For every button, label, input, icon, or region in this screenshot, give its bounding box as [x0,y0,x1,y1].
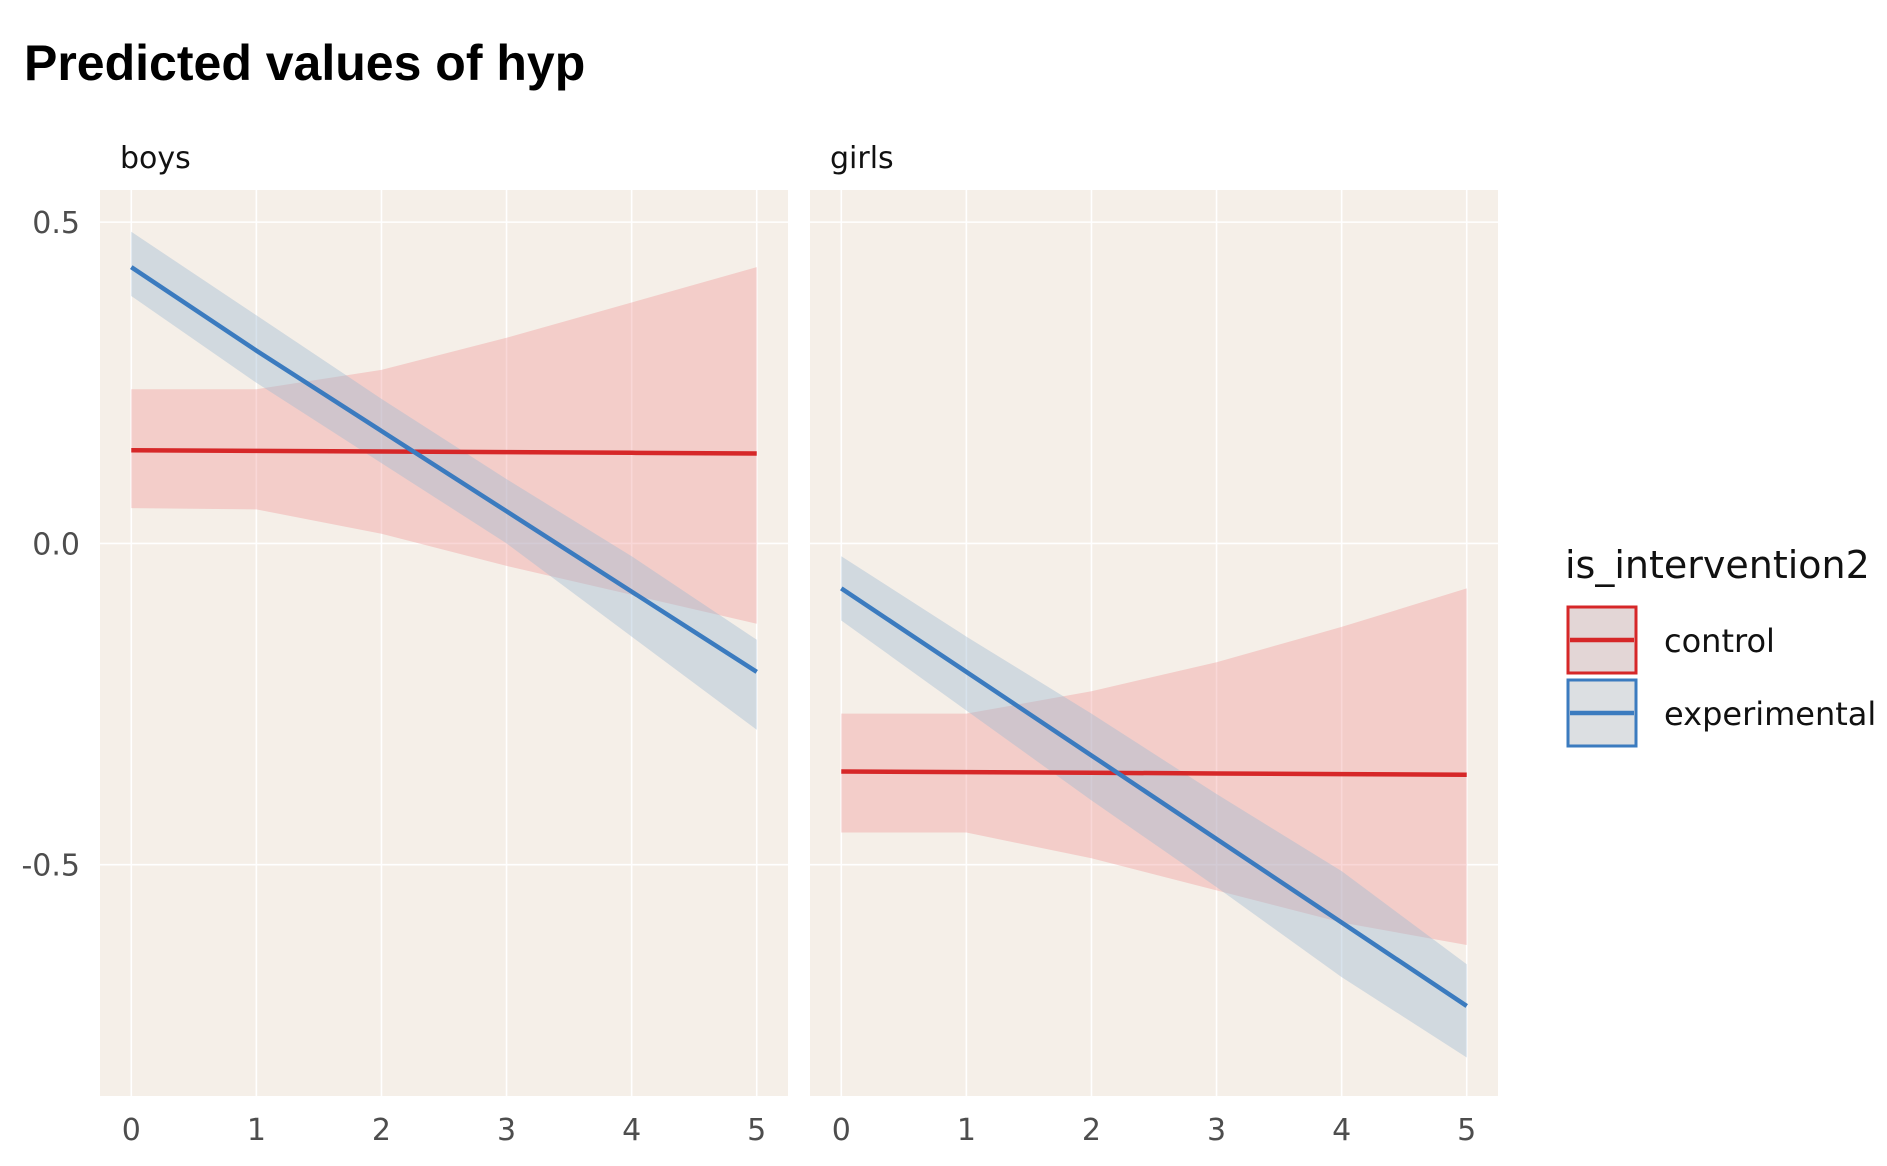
series-line-experimental [130,265,758,674]
ci-ribbon-control [841,588,1467,945]
y-tick-label: 0.0 [32,527,80,562]
facet-panel-girls: girls 0 1 2 3 4 5 [810,141,1498,1148]
series-line-control [841,769,1467,777]
series-line-control [131,447,757,456]
x-tick-label: 4 [1332,1113,1351,1148]
legend-label-experimental: experimental [1664,695,1876,733]
x-tick-label: 0 [122,1113,141,1148]
legend-title: is_intervention2 [1565,543,1870,587]
x-tick-label: 2 [1082,1113,1101,1148]
ci-ribbon-experimental [841,556,1467,1058]
chart-title: Predicted values of hyp [24,35,585,91]
x-tick-label: 5 [747,1113,766,1148]
y-tick-label: 0.5 [32,206,80,241]
x-tick-label: 5 [1457,1113,1476,1148]
facet-panels: boys 0 1 2 3 4 5 0.5 0.0 -0.5 girls 0 1 2 3 4 5 [21,141,1498,1148]
y-tick-label: -0.5 [21,849,80,884]
series-line-experimental [840,586,1468,1008]
x-tick-label: 1 [247,1113,266,1148]
facet-strip-label: boys [120,141,191,176]
x-tick-label: 3 [1207,1113,1226,1148]
x-tick-label: 1 [957,1113,976,1148]
x-tick-label: 0 [832,1113,851,1148]
legend-label-control: control [1664,622,1775,660]
x-tick-label: 2 [372,1113,391,1148]
x-tick-label: 3 [497,1113,516,1148]
facet-strip-label: girls [830,141,894,176]
facet-panel-boys: boys 0 1 2 3 4 5 0.5 0.0 -0.5 [21,141,788,1148]
ci-ribbon-experimental [131,231,757,730]
ci-ribbon-control [131,267,757,624]
panel-background [100,190,788,1096]
x-tick-label: 4 [622,1113,641,1148]
